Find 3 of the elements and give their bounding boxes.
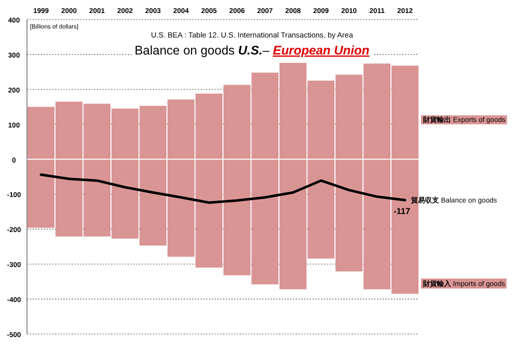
line-series xyxy=(40,173,406,204)
text: Balance on goods U.S.– European Union xyxy=(134,44,370,58)
data-label: -117 xyxy=(394,206,411,216)
